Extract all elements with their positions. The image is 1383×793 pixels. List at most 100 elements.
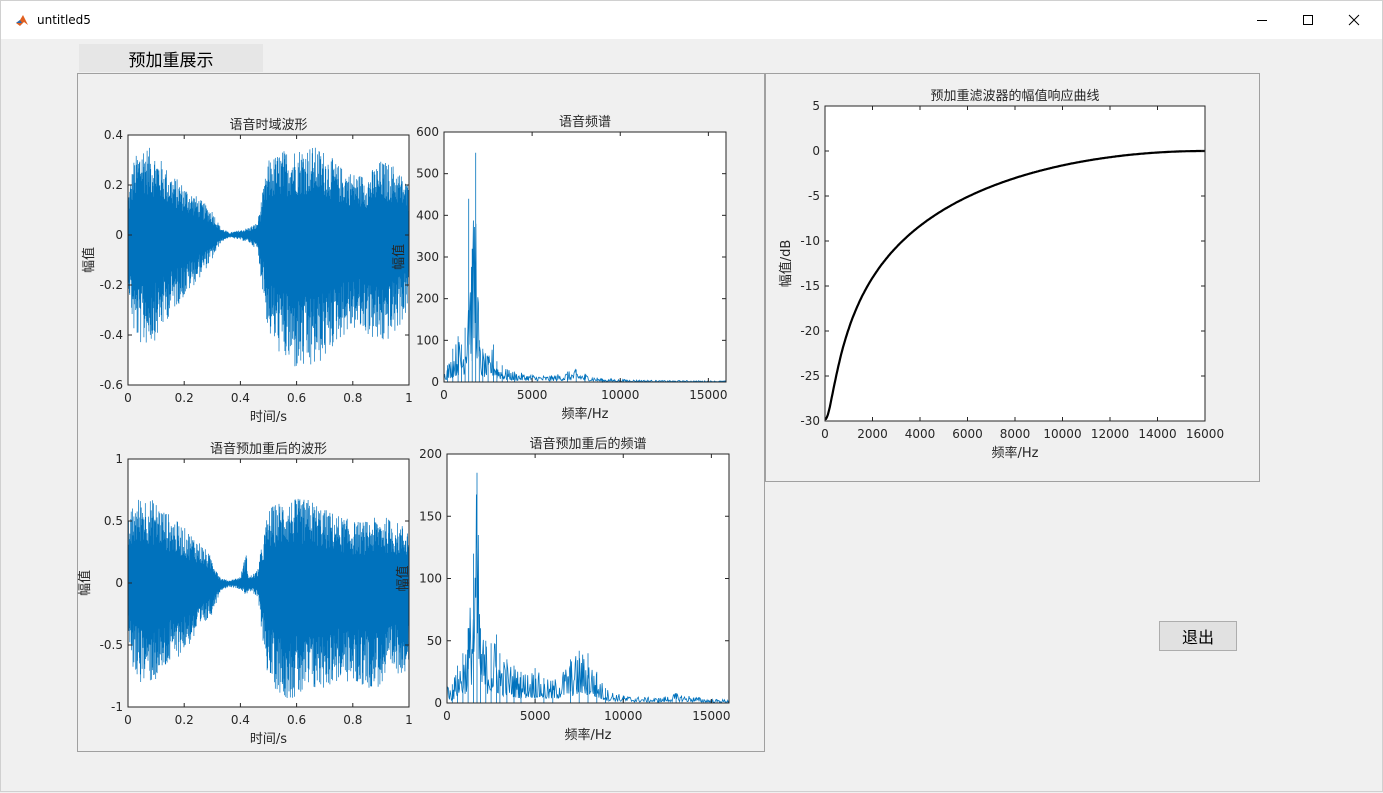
x-tick-label: 0.6: [287, 391, 306, 405]
filter-response-series: [824, 149, 1205, 421]
panel-title: 预加重展示: [79, 44, 263, 72]
y-tick-label: 0: [434, 696, 442, 710]
x-tick-label: 0: [443, 709, 451, 723]
close-button[interactable]: [1331, 1, 1377, 39]
preemph-waveform-series: [127, 498, 410, 699]
y-tick-label: 500: [416, 167, 439, 181]
x-tick-label: 0: [821, 427, 829, 441]
y-tick-label: 0: [115, 576, 123, 590]
preemph-spectrum-chart: 0 5000 10000 15000 0 50 100 150 200 语音预加重后的频谱频率/H…: [395, 436, 730, 743]
minimize-button[interactable]: [1239, 1, 1285, 39]
x-axis-label: 时间/s: [250, 732, 287, 747]
filter-response-chart: 0 2000 4000 6000 8000 10000 12000 14000 16000 -30…: [778, 88, 1224, 461]
right-panel-frame: [765, 73, 1260, 482]
y-tick-label: 600: [416, 125, 439, 139]
x-tick-label: 0: [124, 713, 132, 727]
x-tick-label: 15000: [692, 709, 730, 723]
x-tick-label: 12000: [1091, 427, 1129, 441]
x-axis-label: 时间/s: [250, 410, 287, 425]
x-tick-label: 0.8: [343, 713, 362, 727]
y-axis-label: 幅值/dB: [778, 240, 794, 288]
title-bar: untitled5: [1, 1, 1382, 39]
y-tick-label: -25: [800, 369, 820, 383]
x-tick-label: 10000: [1043, 427, 1081, 441]
speech-waveform-axes-frame: [127, 134, 410, 386]
y-tick-label: 0.2: [104, 178, 123, 192]
y-tick-label: 100: [419, 572, 442, 586]
y-tick-label: 200: [416, 292, 439, 306]
y-axis-label: 幅值: [77, 570, 93, 596]
y-tick-label: -0.5: [100, 638, 123, 652]
y-tick-label: 200: [419, 447, 442, 461]
x-axis-label: 频率/Hz: [565, 727, 612, 743]
minimize-icon: [1257, 20, 1267, 21]
y-tick-label: -0.2: [100, 278, 123, 292]
x-tick-label: 8000: [1000, 427, 1031, 441]
x-tick-label: 0.2: [175, 391, 194, 405]
y-tick-label: 300: [416, 250, 439, 264]
y-tick-label: 0.5: [104, 514, 123, 528]
speech-spectrum-chart: 0 5000 10000 15000 0 100 200 300 400 500 600 语音频谱频率…: [391, 114, 727, 422]
y-tick-label: 150: [419, 509, 442, 523]
chart-title: 语音频谱: [559, 114, 611, 130]
x-tick-label: 0: [124, 391, 132, 405]
y-tick-label: -10: [800, 234, 820, 248]
chart-title: 语音预加重后的频谱: [529, 436, 646, 452]
maximize-icon: [1303, 15, 1313, 25]
speech-spectrum-plot-area: [444, 132, 726, 382]
y-axis-label: 幅值: [81, 247, 97, 273]
speech-waveform-series: [127, 147, 410, 367]
y-axis-label: 幅值: [395, 565, 411, 591]
y-tick-label: -20: [800, 324, 820, 338]
y-tick-label: 5: [812, 99, 820, 113]
x-axis-label: 频率/Hz: [992, 445, 1039, 461]
x-tick-label: 10000: [601, 388, 639, 402]
y-tick-label: -30: [800, 414, 820, 428]
left-panel-frame: [77, 73, 765, 752]
x-tick-label: 0.8: [343, 391, 362, 405]
x-tick-label: 0.6: [287, 713, 306, 727]
x-tick-label: 10000: [604, 709, 642, 723]
y-tick-label: 0: [431, 375, 439, 389]
x-tick-label: 14000: [1138, 427, 1176, 441]
close-icon: [1348, 14, 1360, 26]
window-title: untitled5: [37, 13, 91, 27]
x-tick-label: 5000: [517, 388, 548, 402]
matlab-icon: [16, 15, 28, 26]
x-axis-label: 频率/Hz: [562, 406, 609, 422]
y-tick-label: 1: [115, 452, 123, 466]
chart-title: 语音预加重后的波形: [210, 441, 327, 457]
y-tick-label: -1: [111, 700, 123, 714]
y-tick-label: -15: [800, 279, 820, 293]
x-tick-label: 4000: [905, 427, 936, 441]
exit-button[interactable]: 退出: [1159, 621, 1237, 651]
x-tick-label: 0.4: [231, 391, 250, 405]
y-tick-label: -0.4: [100, 328, 123, 342]
y-tick-label: 100: [416, 333, 439, 347]
speech-spectrum-series: [443, 152, 727, 384]
x-tick-label: 2000: [857, 427, 888, 441]
x-tick-label: 0: [440, 388, 448, 402]
filter-response-plot-area: [825, 106, 1205, 421]
x-tick-label: 15000: [689, 388, 727, 402]
maximize-button[interactable]: [1285, 1, 1331, 39]
x-tick-label: 1: [405, 713, 413, 727]
y-tick-label: 0: [115, 228, 123, 242]
y-tick-label: -5: [808, 189, 820, 203]
x-tick-label: 1: [405, 391, 413, 405]
y-axis-label: 幅值: [391, 244, 407, 270]
y-tick-label: 50: [427, 634, 442, 648]
speech-waveform-chart: 0 0.2 0.4 0.6 0.8 1 -0.6 -0.4 -0.2 0 0.2 0.4 语音时域波形时…: [81, 117, 413, 425]
x-tick-label: 0.2: [175, 713, 194, 727]
chart-title: 语音时域波形: [229, 117, 307, 133]
y-tick-label: 0: [812, 144, 820, 158]
y-tick-label: -0.6: [100, 378, 123, 392]
x-tick-label: 5000: [520, 709, 551, 723]
x-tick-label: 6000: [952, 427, 983, 441]
y-tick-label: 400: [416, 208, 439, 222]
y-tick-label: 0.4: [104, 128, 123, 142]
x-tick-label: 0.4: [231, 713, 250, 727]
